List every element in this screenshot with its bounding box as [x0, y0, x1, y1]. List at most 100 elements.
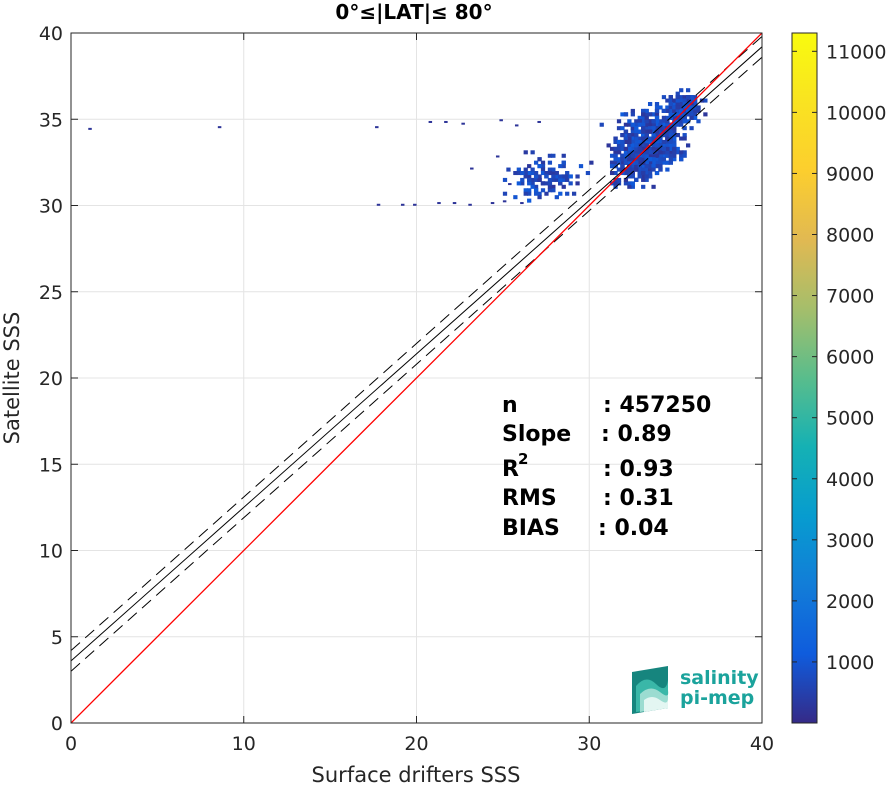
density-cell: [647, 174, 653, 179]
density-cell: [654, 139, 660, 144]
stat-label-slope: Slope: [502, 422, 571, 447]
density-cell: [665, 150, 670, 155]
density-cell: [554, 177, 559, 182]
density-cell: [630, 133, 635, 138]
density-cell: [679, 136, 684, 141]
density-cell: [630, 157, 635, 162]
confidence-line: [71, 56, 762, 672]
density-cell: [537, 177, 542, 182]
stats-panel: n : 457250 Slope : 0.89 R 2 : 0.93 RMS :…: [502, 393, 711, 541]
density-cell: [665, 105, 670, 110]
stat-label-rms: RMS: [502, 486, 557, 511]
density-cell: [682, 136, 687, 141]
density-cell: [613, 150, 618, 155]
colorbar-ticks: 1000 2000 3000 4000 5000 6000 7000 8000 9000 1000…: [792, 41, 886, 674]
x-axis-ticks: 0 10 20 30 40: [65, 33, 774, 755]
colorbar: [791, 32, 818, 724]
density-cell: [558, 174, 563, 179]
density-cell: [668, 160, 673, 165]
outlier-point: [468, 203, 472, 206]
density-cell: [641, 164, 646, 169]
density-cell: [613, 181, 618, 186]
density-cell: [551, 174, 556, 179]
density-cell: [634, 119, 639, 124]
density-cell: [679, 95, 684, 100]
density-cell: [616, 181, 622, 186]
density-cell: [668, 108, 673, 113]
outlier-point: [490, 202, 495, 205]
density-cell: [530, 167, 535, 172]
density-cell: [561, 164, 566, 169]
density-cell: [620, 146, 625, 151]
x-axis-label: Surface drifters SSS: [312, 763, 521, 786]
density-cell: [651, 112, 656, 117]
density-cell: [665, 139, 670, 144]
density-cell: [692, 112, 698, 117]
density-cell: [547, 160, 553, 165]
density-cell: [575, 181, 580, 186]
density-cell: [561, 174, 566, 179]
density-cell: [544, 171, 549, 176]
density-cell: [668, 153, 673, 158]
density-cell: [685, 102, 691, 107]
logo-text-pimep: pi-mep: [680, 687, 754, 709]
density-cell: [616, 160, 622, 165]
density-cell: [513, 195, 518, 200]
density-cell: [644, 164, 649, 169]
density-cell: [682, 115, 687, 120]
density-cell: [623, 181, 629, 186]
density-cell: [634, 129, 639, 134]
density-cell: [613, 139, 618, 144]
density-cell: [661, 115, 667, 120]
density-cell: [530, 150, 535, 155]
density-cell: [533, 174, 539, 179]
density-cell: [616, 146, 622, 151]
density-cell: [647, 150, 653, 155]
density-cell: [661, 160, 667, 165]
density-cell: [644, 139, 649, 144]
density-cell: [644, 129, 649, 134]
density-cell: [523, 174, 528, 179]
density-cell: [551, 171, 556, 176]
density-cell: [634, 146, 639, 151]
density-cell: [685, 88, 691, 93]
density-cell: [620, 112, 625, 117]
density-cell: [679, 108, 684, 113]
density-cell: [668, 112, 673, 117]
density-cell: [647, 136, 653, 141]
density-cell: [551, 188, 556, 193]
density-cell: [513, 171, 518, 176]
density-cell: [547, 188, 553, 193]
density-cell: [703, 98, 708, 103]
density-cell: [527, 164, 532, 169]
y-tick-label: 35: [39, 109, 63, 131]
density-cell: [558, 181, 563, 186]
density-cell: [506, 167, 511, 172]
density-cell: [692, 95, 698, 100]
density-cell: [540, 188, 546, 193]
stat-value-bias: : 0.04: [598, 516, 669, 541]
salinity-pimep-logo: salinity pi-mep: [632, 666, 759, 714]
density-cell: [665, 115, 670, 120]
density-cell: [516, 181, 521, 186]
density-cell: [661, 95, 667, 100]
density-cell: [502, 177, 508, 182]
density-cell: [540, 181, 546, 186]
density-cell: [527, 198, 532, 203]
density-cell: [637, 129, 642, 134]
density-cell: [623, 177, 629, 182]
density-cell: [654, 160, 660, 165]
y-axis-ticks: 0 5 10 15 20 25 30 35 40: [39, 23, 762, 735]
density-cell: [571, 191, 577, 196]
density-cell: [544, 174, 549, 179]
density-cell: [613, 153, 618, 158]
density-cell: [658, 122, 663, 127]
density-cell: [682, 102, 687, 107]
density-cell: [637, 122, 642, 127]
density-cell: [637, 174, 642, 179]
outlier-point: [537, 120, 541, 123]
density-cell: [647, 139, 653, 144]
density-cell: [630, 112, 635, 117]
density-cell: [644, 150, 649, 155]
density-cell: [561, 153, 566, 158]
